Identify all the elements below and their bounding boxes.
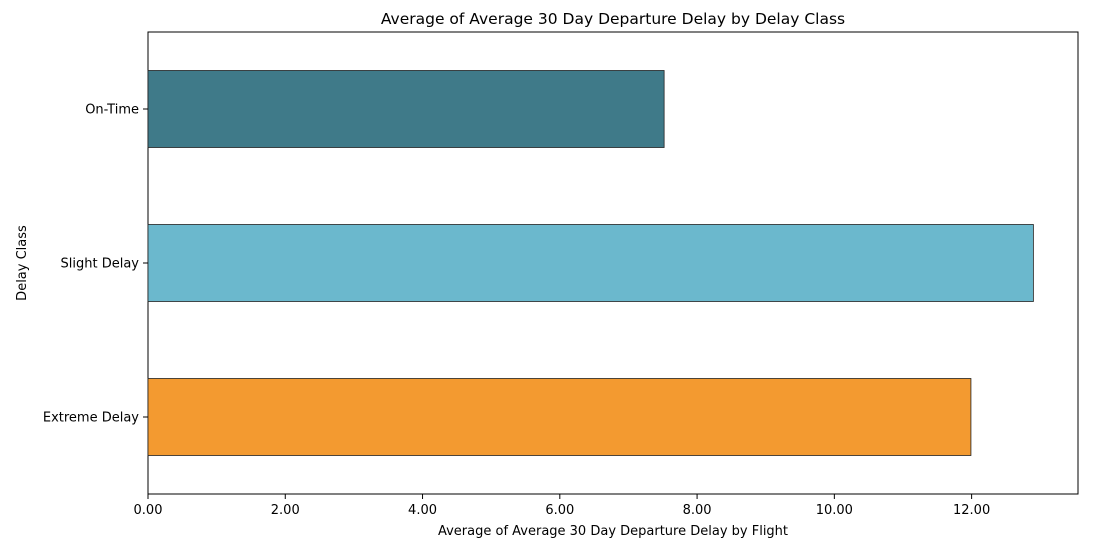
bars-group — [147, 70, 1034, 456]
y-axis-ticks: On-Time Slight Delay Extreme Delay — [43, 103, 148, 426]
x-axis-ticks: 0.00 2.00 4.00 6.00 8.00 10.00 12.00 — [134, 494, 990, 518]
x-tick-label: 8.00 — [683, 503, 712, 518]
x-tick-label: 10.00 — [816, 503, 853, 518]
x-tick-label: 4.00 — [408, 503, 437, 518]
x-tick-label: 0.00 — [134, 503, 163, 518]
x-tick-label: 12.00 — [953, 503, 990, 518]
bar-slight-delay — [147, 224, 1034, 302]
chart-title: Average of Average 30 Day Departure Dela… — [381, 10, 845, 28]
bar-on-time — [147, 70, 665, 148]
y-tick-label: On-Time — [85, 103, 139, 118]
x-tick-label: 6.00 — [545, 503, 574, 518]
x-tick-label: 2.00 — [271, 503, 300, 518]
bar-extreme-delay — [147, 378, 972, 456]
y-tick-label: Extreme Delay — [43, 411, 139, 426]
x-axis-label: Average of Average 30 Day Departure Dela… — [438, 524, 788, 539]
y-axis-label: Delay Class — [15, 225, 30, 301]
y-tick-label: Slight Delay — [61, 257, 140, 272]
